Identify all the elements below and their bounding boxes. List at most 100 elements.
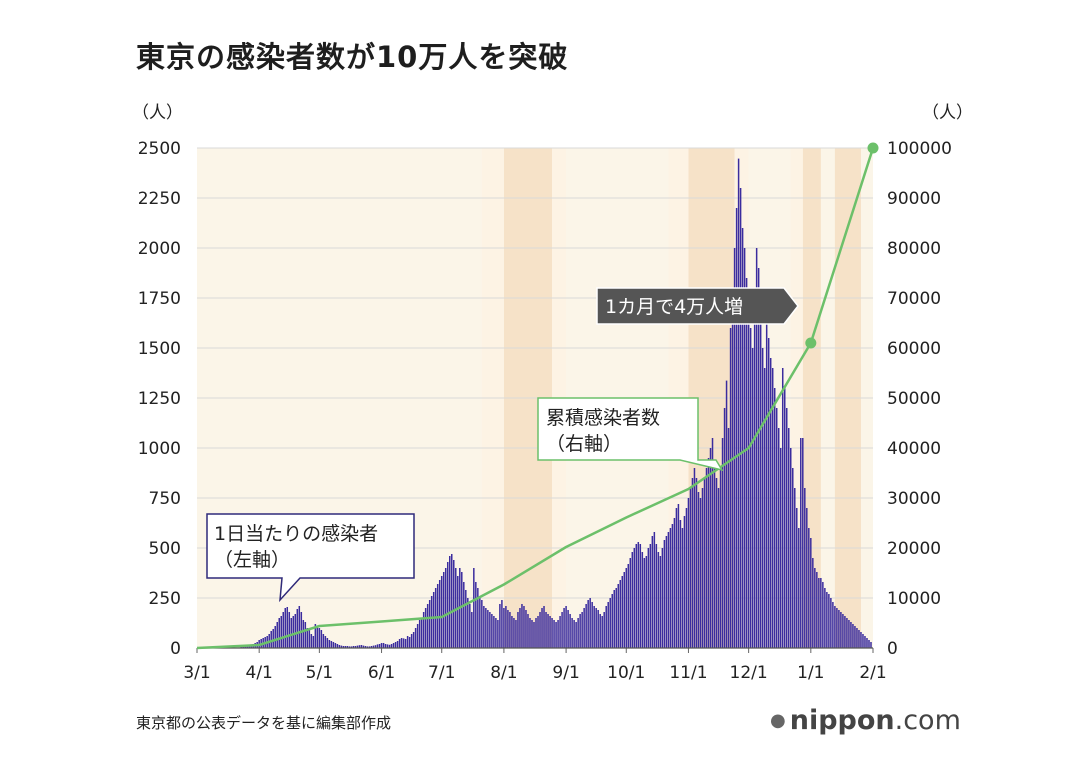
left-tick-label: 1750: [138, 289, 181, 309]
daily-bar: [785, 408, 788, 648]
daily-bar: [773, 388, 776, 648]
daily-bar: [852, 624, 854, 648]
daily-bar: [842, 614, 844, 648]
daily-bar: [844, 616, 846, 648]
daily-bar: [340, 645, 343, 648]
daily-bar: [639, 544, 642, 648]
daily-bar: [286, 607, 289, 648]
daily-bar: [368, 646, 371, 648]
daily-bar: [442, 572, 445, 648]
daily-bar: [561, 612, 563, 648]
daily-bar: [850, 622, 852, 648]
daily-bar: [354, 646, 357, 648]
daily-bar: [364, 646, 367, 648]
daily-bar: [571, 618, 573, 648]
daily-bar: [802, 438, 804, 648]
daily-bar: [382, 643, 385, 648]
daily-bar: [792, 468, 794, 648]
right-tick-label: 50000: [887, 389, 941, 409]
month-callout-box: [596, 287, 799, 325]
daily-bar: [440, 576, 443, 648]
daily-bar: [733, 248, 736, 648]
brand-logo: ● nippon.com: [770, 705, 961, 736]
left-tick-label: 250: [149, 589, 181, 609]
daily-bar: [563, 608, 565, 648]
right-tick-label: 70000: [887, 289, 941, 309]
daily-bar: [525, 610, 527, 648]
x-tick-label: 6/1: [368, 663, 395, 683]
daily-bar: [529, 618, 531, 648]
right-tick-label: 100000: [887, 139, 952, 159]
daily-bar: [810, 538, 812, 648]
daily-bar: [465, 590, 467, 648]
daily-bar: [467, 598, 469, 648]
daily-bar: [794, 488, 796, 648]
daily-bar: [771, 368, 774, 648]
callouts: 1日当たりの感染者 （左軸） 累積感染者数 （右軸） 1カ月で4万人増: [206, 287, 799, 603]
right-tick-label: 0: [887, 639, 898, 659]
x-tick-label: 3/1: [183, 663, 210, 683]
daily-bar: [723, 408, 726, 648]
daily-bar: [569, 614, 571, 648]
daily-bar: [302, 620, 305, 648]
daily-bar: [370, 646, 373, 648]
daily-bar: [487, 610, 489, 648]
daily-bar: [579, 614, 581, 648]
chart-title: 東京の感染者数が10万人を突破: [136, 40, 569, 74]
daily-callout-box: [206, 513, 415, 603]
daily-bar: [824, 588, 826, 648]
daily-bar: [481, 600, 483, 648]
daily-bar: [515, 620, 517, 648]
daily-bar: [479, 596, 481, 648]
daily-bar: [613, 590, 615, 648]
x-tick-label: 1/1: [797, 663, 824, 683]
daily-bar: [727, 428, 730, 648]
daily-bar: [322, 634, 325, 648]
daily-bar: [647, 548, 650, 648]
daily-bar: [731, 288, 734, 648]
daily-bar: [753, 288, 756, 648]
daily-bar: [424, 608, 427, 648]
daily-bar: [298, 606, 301, 648]
left-tick-label: 1500: [138, 339, 181, 359]
daily-bar: [551, 618, 553, 648]
daily-bar: [800, 438, 802, 648]
daily-bar: [838, 610, 840, 648]
daily-bar: [334, 643, 337, 648]
daily-bar: [739, 188, 742, 648]
daily-bar: [386, 644, 389, 648]
daily-bar: [709, 448, 712, 648]
daily-bar: [673, 518, 676, 648]
daily-bar: [304, 622, 307, 648]
daily-bar: [649, 544, 652, 648]
daily-bar: [388, 644, 391, 648]
daily-bar: [683, 516, 686, 648]
daily-bar: [288, 612, 291, 648]
month-callout-text: 1カ月で4万人増: [605, 296, 743, 318]
daily-bar: [581, 612, 583, 648]
daily-bar: [276, 622, 278, 648]
daily-bar: [438, 580, 441, 648]
daily-bar: [422, 612, 425, 648]
daily-bar: [822, 582, 824, 648]
daily-bar: [294, 614, 297, 648]
daily-bar: [455, 568, 457, 648]
daily-bar: [308, 630, 311, 648]
daily-bar: [675, 508, 678, 648]
daily-bar: [830, 598, 832, 648]
daily-bar: [619, 580, 621, 648]
daily-bar: [609, 598, 611, 648]
daily-bar: [737, 158, 740, 648]
daily-bar: [757, 268, 760, 648]
daily-bar: [541, 608, 543, 648]
daily-bar: [655, 544, 658, 648]
daily-bar: [711, 438, 714, 648]
daily-bar: [611, 594, 613, 648]
daily-bar: [846, 618, 848, 648]
daily-bar: [593, 606, 595, 648]
daily-bar: [282, 612, 284, 648]
daily-bar: [527, 614, 529, 648]
daily-bar: [477, 588, 479, 648]
daily-bar: [384, 644, 387, 648]
brand-name-rest: .com: [894, 705, 961, 736]
